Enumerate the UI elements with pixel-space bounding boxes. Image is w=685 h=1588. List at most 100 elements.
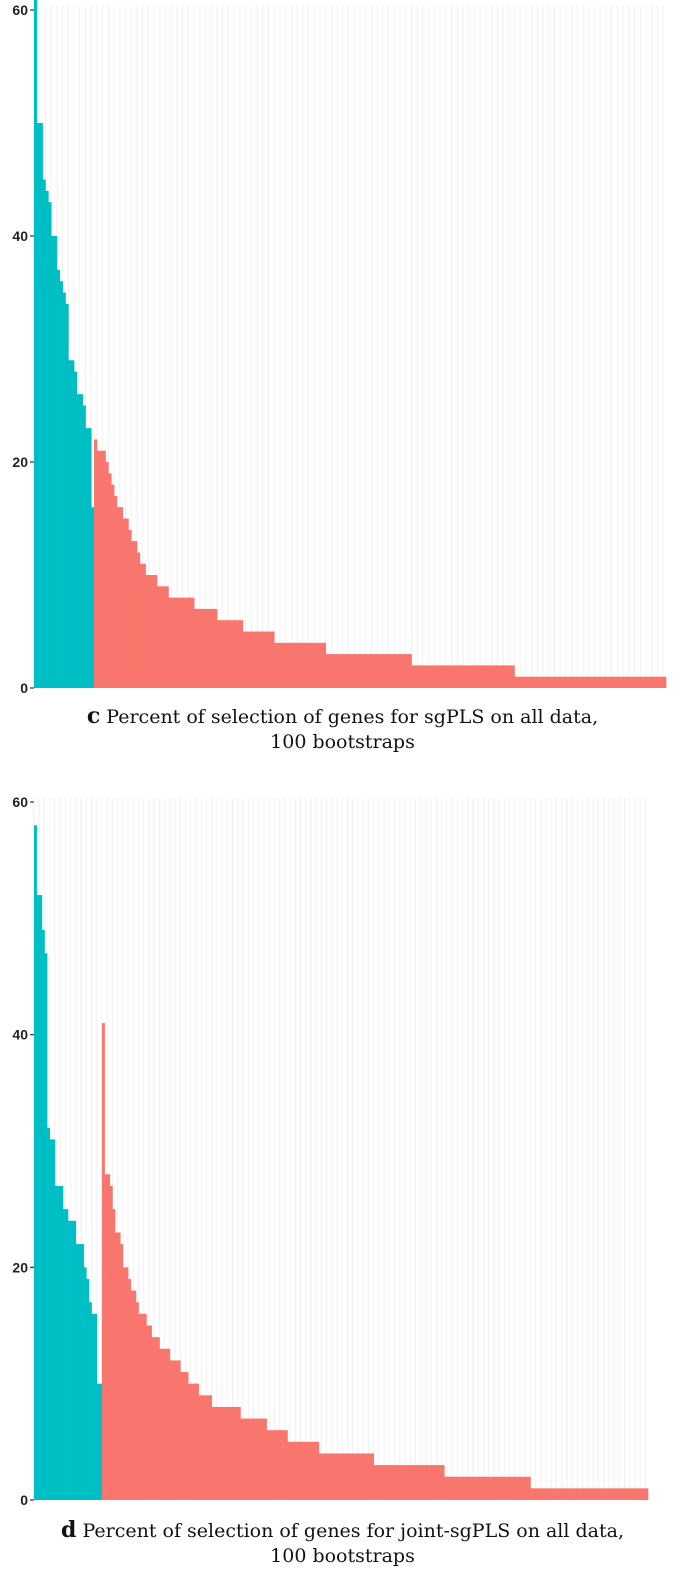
bar (452, 1476, 455, 1500)
bar (154, 575, 158, 688)
bar (159, 586, 164, 688)
bar (451, 665, 455, 688)
bar (239, 620, 244, 688)
bar (454, 665, 458, 688)
bar (605, 676, 610, 688)
bar (634, 1488, 638, 1500)
bar (572, 1488, 576, 1500)
bar (538, 1488, 542, 1500)
bar (608, 676, 613, 688)
bar (108, 473, 112, 688)
bar (188, 597, 192, 688)
bar (438, 1465, 442, 1500)
bar (319, 642, 324, 688)
bar (557, 676, 561, 688)
bar (365, 1453, 369, 1500)
bar (594, 676, 598, 688)
bar (39, 895, 43, 1500)
bar (195, 1383, 199, 1500)
bar (288, 642, 292, 688)
bar (326, 1453, 330, 1500)
y-tick-label: 20 (12, 1259, 28, 1275)
bar (351, 654, 355, 688)
bar (224, 1406, 228, 1500)
bar (156, 586, 161, 688)
bar (133, 1290, 137, 1500)
bar (362, 654, 367, 688)
bar (568, 676, 572, 688)
bar (251, 631, 255, 688)
bar (637, 676, 641, 688)
bar (94, 1313, 98, 1500)
bar (545, 676, 550, 688)
bar (177, 1360, 181, 1500)
bar (36, 895, 40, 1500)
bar (574, 1488, 578, 1500)
bar (334, 654, 338, 688)
bar (321, 1453, 325, 1500)
bar (475, 1476, 479, 1500)
bar (373, 1465, 377, 1500)
bar (41, 929, 45, 1500)
bar (378, 1465, 382, 1500)
bar (57, 1185, 61, 1500)
bar (614, 1488, 617, 1500)
bar (114, 495, 118, 688)
bar (193, 1383, 197, 1500)
bar (259, 631, 264, 688)
bar (185, 597, 189, 688)
bar (339, 654, 344, 688)
bar (577, 676, 581, 688)
bar (209, 1395, 213, 1500)
bar (254, 631, 258, 688)
bar (42, 179, 46, 688)
bar (488, 665, 492, 688)
bar (459, 1476, 463, 1500)
bar (34, 825, 37, 1500)
bar (71, 360, 75, 688)
bar (431, 665, 435, 688)
bar (388, 654, 392, 688)
bar (154, 1337, 158, 1500)
bar (73, 1220, 77, 1500)
bar (54, 236, 58, 688)
bar (405, 1465, 408, 1500)
bar (329, 1453, 333, 1500)
bar (282, 642, 287, 688)
bar (261, 1418, 265, 1500)
bar (162, 586, 166, 688)
bar (228, 620, 232, 688)
bar (628, 676, 633, 688)
bar (171, 597, 175, 688)
bar (148, 575, 152, 688)
bar (621, 1488, 625, 1500)
bar (571, 676, 575, 688)
chart-1-group: 0 20 40 60 (12, 794, 649, 1508)
bar (222, 1406, 226, 1500)
bar (397, 1465, 401, 1500)
bar (440, 665, 444, 688)
bar (169, 1360, 173, 1500)
bar (560, 676, 564, 688)
bar (250, 1418, 254, 1500)
bar (287, 1441, 291, 1500)
bar (201, 1395, 205, 1500)
bar (391, 654, 395, 688)
bar (188, 1383, 192, 1500)
bar (503, 665, 507, 688)
bar (449, 1476, 453, 1500)
bar (616, 1488, 620, 1500)
bar (360, 654, 364, 688)
bar (482, 665, 487, 688)
bar (172, 1360, 176, 1500)
bar (533, 1488, 536, 1500)
bar (511, 665, 515, 688)
bar (331, 654, 335, 688)
bar (117, 1232, 121, 1500)
bar (34, 0, 38, 688)
bar (180, 1372, 184, 1500)
bar (237, 620, 241, 688)
bar (109, 1185, 113, 1500)
bar (317, 642, 321, 688)
bar (282, 1430, 286, 1500)
